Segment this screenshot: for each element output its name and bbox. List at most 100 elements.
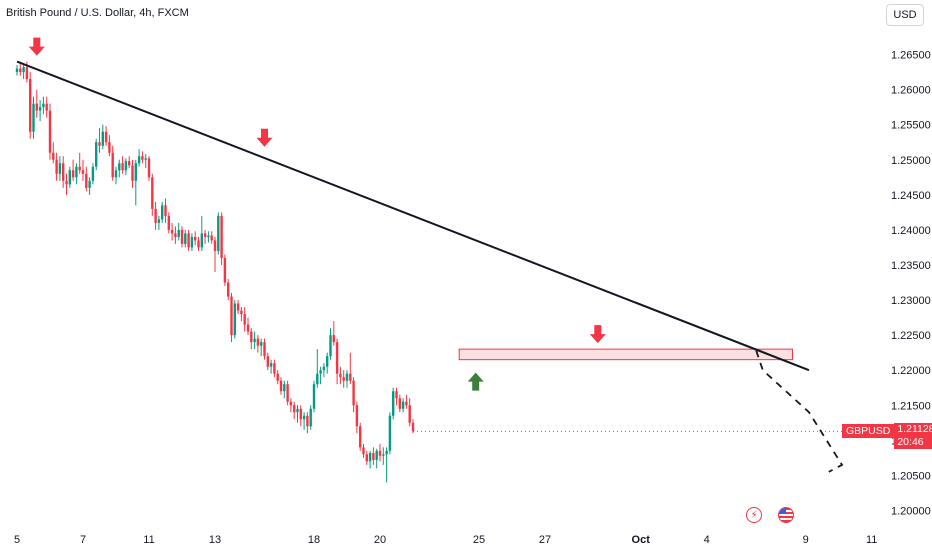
candle-body [372, 452, 375, 460]
candle-body [111, 152, 114, 178]
projection-path [755, 350, 844, 473]
candle-body [167, 215, 170, 230]
candle-body [52, 152, 55, 160]
candle-body [378, 450, 382, 456]
candle-body [174, 233, 177, 237]
candle-body [210, 235, 213, 241]
markers-layer [28, 37, 606, 391]
candle-body [269, 363, 273, 367]
candle-body [349, 373, 352, 381]
currency-button[interactable]: USD [886, 4, 924, 26]
candle-body [19, 68, 22, 73]
y-tick-label: 1.21500 [891, 400, 931, 412]
candle-body [200, 233, 203, 248]
candle-body [362, 447, 365, 455]
us-flag-icon[interactable] [778, 507, 794, 523]
candle-body [42, 103, 45, 108]
candle-body [329, 335, 332, 357]
candle-body [266, 356, 269, 367]
candle-body [95, 142, 98, 167]
candle-body [180, 229, 184, 244]
candle-body [299, 408, 302, 420]
arrow-up-marker [467, 372, 484, 391]
candle-body [101, 131, 104, 146]
candle-body [223, 257, 227, 283]
trendline-layer [16, 60, 810, 372]
candle-body [411, 422, 415, 432]
candle-body [170, 229, 174, 234]
candle-body [131, 165, 134, 181]
y-tick-label: 1.26000 [891, 85, 931, 97]
y-tick-label: 1.24000 [891, 225, 931, 237]
arrow-down-marker [256, 128, 273, 147]
badge-price: 1.21128 [897, 423, 932, 435]
candles [15, 61, 415, 483]
x-tick-label: 27 [539, 534, 551, 546]
candle-body [322, 366, 326, 371]
candle-body [134, 163, 137, 181]
candle-body [273, 363, 276, 374]
candle-body [332, 335, 335, 343]
candle-body [263, 342, 266, 357]
candle-body [124, 161, 128, 171]
flash-icon[interactable]: ⚡ [746, 507, 762, 523]
x-tick-label: 7 [80, 534, 86, 546]
candle-body [48, 110, 52, 153]
candle-body [197, 240, 200, 248]
candle-body [187, 233, 190, 248]
candle-body [164, 205, 167, 216]
candle-body [62, 163, 65, 181]
candle-body [230, 296, 233, 336]
y-tick-label: 1.25500 [891, 120, 931, 132]
candle-body [114, 170, 118, 178]
candle-body [250, 331, 253, 343]
candle-body [104, 131, 108, 143]
candle-body [118, 163, 121, 171]
y-tick-label: 1.23500 [891, 260, 931, 272]
candle-body [144, 158, 147, 160]
y-tick-label: 1.25000 [891, 155, 931, 167]
candle-body [207, 235, 210, 237]
candle-body [147, 158, 151, 178]
resistance-zone [458, 348, 793, 361]
candle-body [15, 68, 19, 73]
x-tick-label: 20 [374, 534, 386, 546]
candle-body [22, 67, 25, 73]
candle-body [161, 205, 164, 220]
candle-body [236, 303, 240, 311]
x-tick-label: 9 [803, 534, 809, 546]
candle-body [312, 384, 316, 409]
candle-body [398, 398, 401, 409]
candle-body [233, 303, 236, 336]
candle-body [25, 67, 29, 80]
y-tick-label: 1.22500 [891, 330, 931, 342]
y-tick-label: 1.20000 [891, 505, 931, 517]
candle-body [309, 408, 312, 427]
candle-body [408, 405, 411, 423]
candle-body [339, 373, 342, 378]
candle-body [38, 107, 42, 111]
candle-body [184, 233, 187, 244]
candle-body [121, 163, 124, 171]
projection-layer [755, 350, 844, 473]
candle-body [365, 454, 368, 462]
candle-body [368, 452, 372, 462]
candle-body [385, 450, 388, 455]
trendline [16, 60, 810, 372]
resistance-zone-layer [458, 348, 793, 361]
x-tick-label: 18 [308, 534, 320, 546]
candle-body [240, 310, 243, 315]
candle-body [88, 180, 91, 188]
candle-body [405, 401, 408, 406]
candle-body [75, 166, 78, 178]
badge-value: 1.21128 20:46 [894, 423, 932, 449]
candle-body [296, 408, 299, 413]
candle-body [227, 282, 230, 297]
candle-body [256, 338, 260, 346]
x-tick-label: 13 [209, 534, 221, 546]
candle-body [276, 373, 279, 381]
y-tick-label: 1.23000 [891, 295, 931, 307]
candle-body [108, 142, 111, 153]
y-tick-label: 1.26500 [891, 50, 931, 62]
